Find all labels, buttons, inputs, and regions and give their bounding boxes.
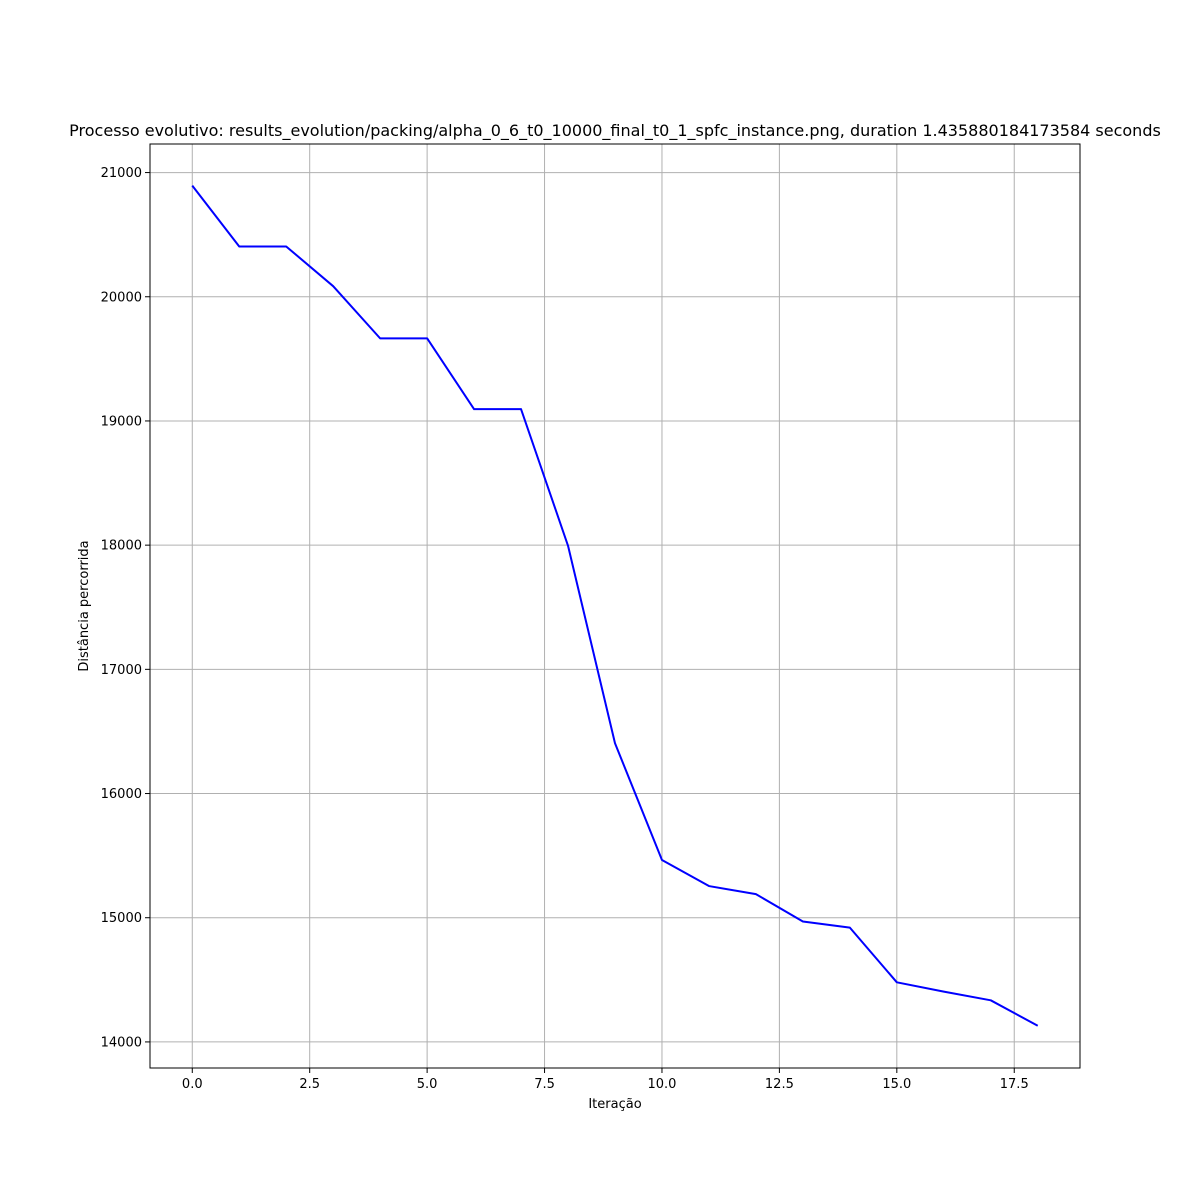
x-tick-label: 17.5 — [1000, 1077, 1029, 1092]
x-tick-label: 7.5 — [534, 1077, 555, 1092]
y-tick-label: 16000 — [101, 787, 142, 802]
y-axis-label: Distância percorrida — [77, 540, 92, 671]
y-tick-label: 20000 — [101, 290, 142, 305]
y-tick-label: 18000 — [101, 539, 142, 554]
x-tick-label: 15.0 — [882, 1077, 911, 1092]
series-line — [191, 184, 1039, 1027]
x-tick-label: 10.0 — [647, 1077, 676, 1092]
chart-title: Processo evolutivo: results_evolution/pa… — [69, 121, 1161, 141]
y-tick-label: 14000 — [101, 1035, 142, 1050]
y-tick-label: 21000 — [101, 166, 142, 181]
x-axis-ticks: 0.0 2.5 5.0 7.5 10.0 12.5 15.0 17.5 — [182, 1068, 1029, 1092]
x-tick-label: 2.5 — [299, 1077, 320, 1092]
grid — [150, 144, 1080, 1068]
y-tick-label: 17000 — [101, 663, 142, 678]
x-axis-label: Iteração — [588, 1097, 641, 1112]
y-axis-ticks: 14000 15000 16000 17000 18000 19000 20000 21000 — [101, 166, 150, 1050]
x-tick-label: 5.0 — [417, 1077, 438, 1092]
x-tick-label: 12.5 — [765, 1077, 794, 1092]
series-layer — [191, 184, 1039, 1027]
x-tick-label: 0.0 — [182, 1077, 203, 1092]
y-tick-label: 19000 — [101, 414, 142, 429]
plot-area-frame — [149, 143, 1081, 1069]
y-tick-label: 15000 — [101, 911, 142, 926]
